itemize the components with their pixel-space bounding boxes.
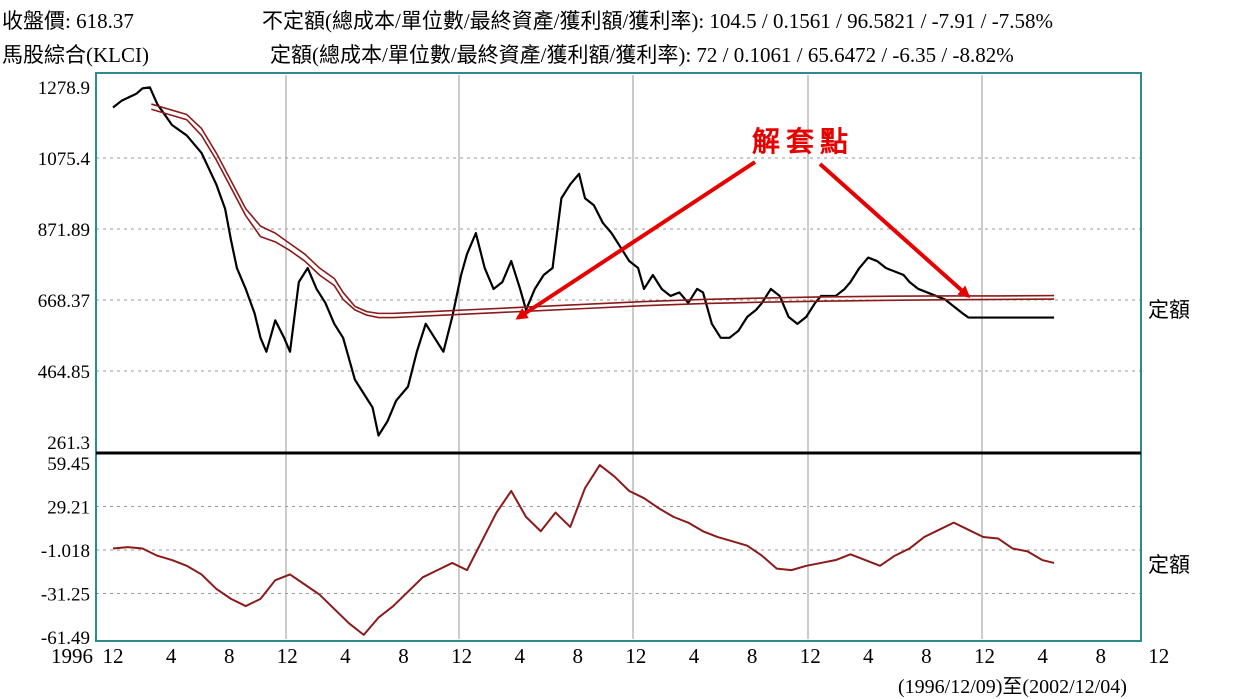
date-range: (1996/12/09)至(2002/12/04) [898,676,1127,698]
y-tick-label: 871.89 [38,220,90,241]
series-variable_cost-line [151,103,1055,315]
variable-summary-values: 104.5 / 0.1561 / 96.5821 / -7.91 / -7.58… [709,9,1053,33]
x-tick-label: 12 [103,644,124,668]
lower-panel-series [112,464,1055,636]
series-fixed_cost-line [151,108,1055,319]
upper-panel-series [112,86,1055,437]
y-tick-label: 261.3 [47,433,90,454]
x-tick-label: 4 [514,644,525,668]
lower-side-label: 定額 [1148,553,1190,577]
x-tick-label: 8 [921,644,932,668]
plot-frame [95,72,1142,642]
x-tick-label: 8 [747,644,758,668]
x-tick-label: 4 [166,644,177,668]
x-tick-label: 4 [863,644,874,668]
annotation-label: 解套點 [752,125,854,158]
x-tick-label: 12 [277,644,298,668]
grid-lines [96,75,1141,639]
y-tick-label: 668.37 [38,291,90,312]
y-tick-label: 59.45 [47,454,90,475]
upper-y-axis: 1278.9 1075.4 871.89 668.37 464.85 261.3 [38,78,91,454]
x-tick-label: 4 [340,644,351,668]
upper-side-label: 定額 [1148,298,1190,322]
series-profit-line [112,464,1055,636]
lower-y-axis: 59.45 29.21 -1.018 -31.25 -61.49 [41,454,90,649]
x-tick-label: 8 [573,644,584,668]
y-tick-label: -31.25 [41,585,90,606]
x-tick-label: 1996 [51,644,93,668]
annotation-arrow-left [515,160,757,320]
y-tick-label: 29.21 [47,498,90,519]
y-tick-label: -1.018 [41,541,90,562]
y-tick-label: 1278.9 [38,78,90,99]
series-index-line [112,86,1055,437]
annotation-arrow-right [818,162,971,298]
x-tick-label: 12 [1148,644,1169,668]
x-tick-label: 12 [800,644,821,668]
close-price-value: 618.37 [76,9,134,33]
y-tick-label: 464.85 [38,362,90,383]
index-name: 馬股綜合(KLCI) [2,43,149,67]
fixed-summary-values: 72 / 0.1061 / 65.6472 / -6.35 / -8.82% [696,43,1014,67]
y-tick-label: -61.49 [41,628,90,649]
y-tick-label: 1075.4 [38,149,91,170]
x-axis: 1996 12 4 8 12 4 8 12 4 8 12 4 8 12 4 8 12 4 8 12 [51,644,1169,668]
x-tick-label: 8 [1095,644,1106,668]
x-tick-label: 12 [974,644,995,668]
x-tick-label: 8 [398,644,409,668]
x-tick-label: 4 [1037,644,1048,668]
x-tick-label: 12 [625,644,646,668]
variable-summary-label: 不定額(總成本/單位數/最終資產/獲利額/獲利率): [262,9,705,33]
x-tick-label: 4 [689,644,700,668]
x-tick-label: 12 [451,644,472,668]
x-tick-label: 8 [224,644,235,668]
close-price-label: 收盤價: [2,9,71,33]
fixed-summary-label: 定額(總成本/單位數/最終資產/獲利額/獲利率): [270,43,692,67]
